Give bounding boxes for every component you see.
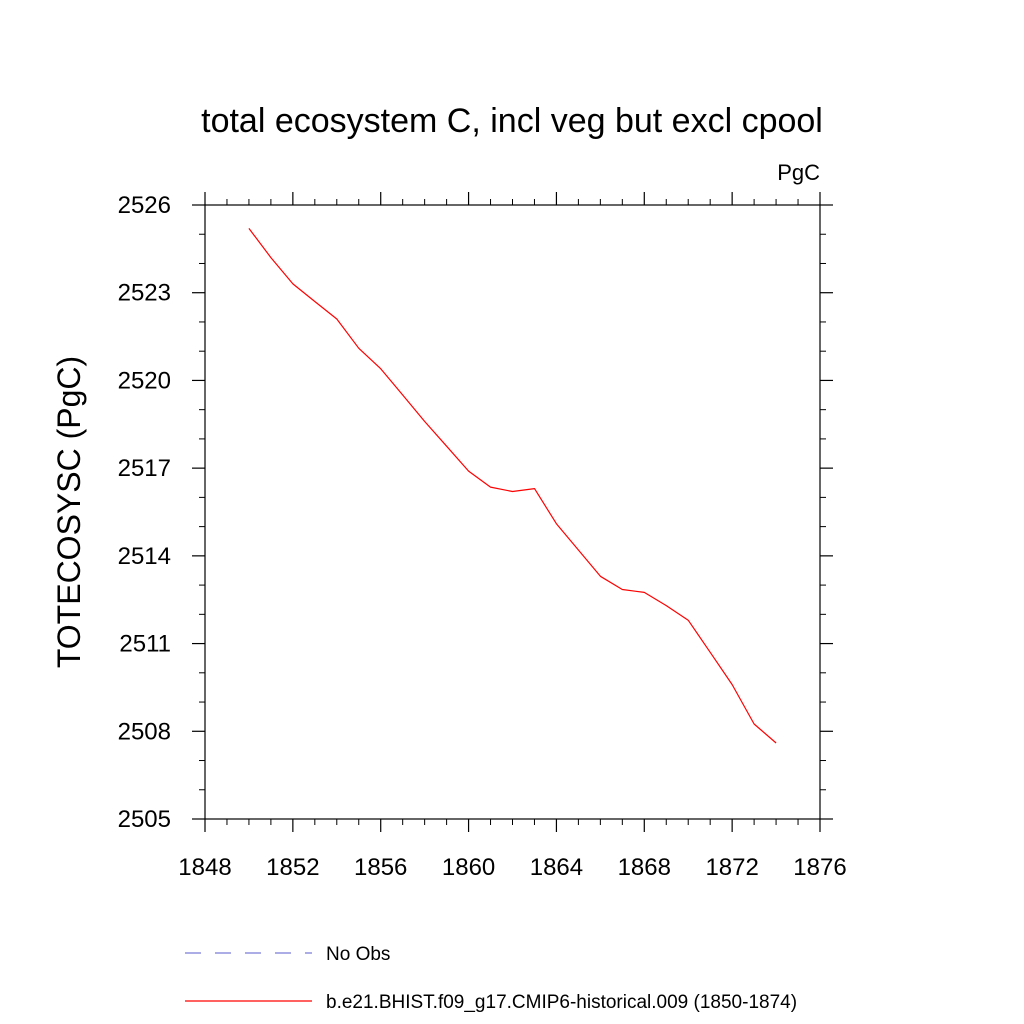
x-tick-label: 1868 [618, 854, 671, 881]
legend-label-historical: b.e21.BHIST.f09_g17.CMIP6-historical.009… [326, 992, 797, 1013]
series-lines [248, 228, 777, 744]
units-label: PgC [777, 160, 820, 185]
x-tick-label: 1860 [442, 854, 495, 881]
y-tick-label: 2517 [118, 455, 171, 482]
y-tick-label: 2526 [118, 192, 171, 219]
axis-ticks [192, 192, 833, 832]
y-tick-label: 2508 [118, 718, 171, 745]
y-tick-label: 2520 [118, 367, 171, 394]
y-tick-label: 2505 [118, 806, 171, 833]
x-tick-labels: 1848 1852 1856 1860 1864 1868 1872 1876 [178, 854, 846, 881]
legend: No Obs b.e21.BHIST.f09_g17.CMIP6-histori… [185, 944, 797, 1013]
plot-frame [204, 204, 821, 820]
legend-label-no-obs: No Obs [326, 944, 390, 965]
series-line-0 [248, 228, 777, 744]
x-tick-label: 1876 [793, 854, 846, 881]
chart-title: total ecosystem C, incl veg but excl cpo… [201, 102, 823, 140]
x-tick-label: 1856 [354, 854, 407, 881]
y-tick-label: 2523 [118, 280, 171, 307]
x-tick-label: 1848 [178, 854, 231, 881]
x-tick-label: 1872 [705, 854, 758, 881]
y-tick-label: 2511 [119, 631, 171, 658]
x-tick-label: 1864 [530, 854, 583, 881]
y-axis-label: TOTECOSYSC (PgC) [51, 356, 87, 668]
y-tick-labels: 2505 2508 2511 2514 2517 2520 2523 2526 [118, 192, 171, 833]
x-tick-label: 1852 [266, 854, 319, 881]
y-tick-label: 2514 [118, 543, 171, 570]
